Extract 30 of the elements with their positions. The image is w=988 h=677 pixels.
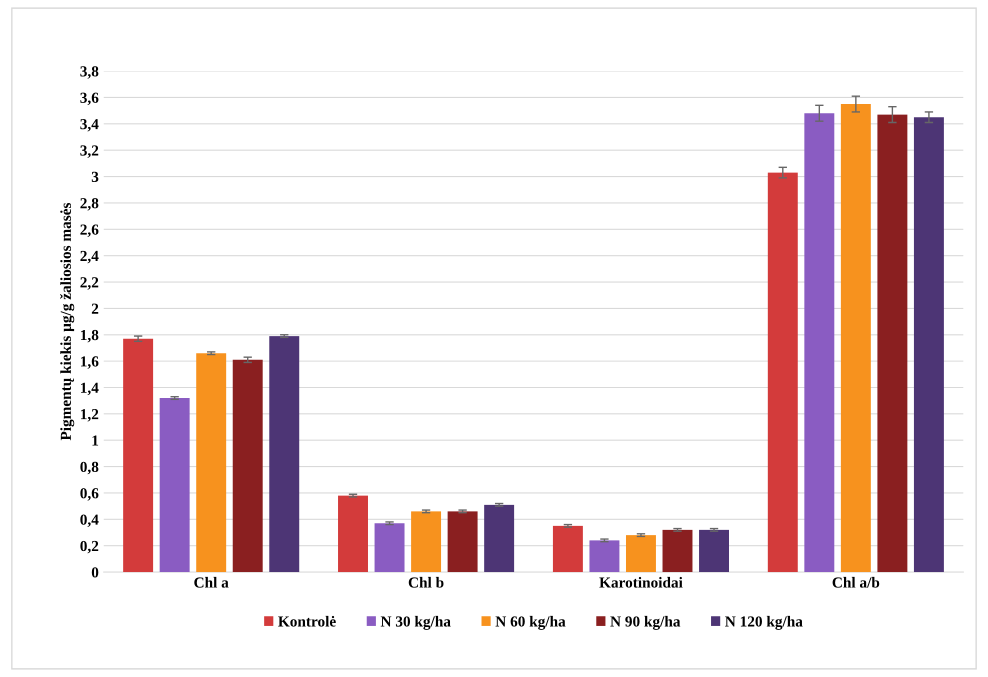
y-tick-label: 2,4	[80, 250, 99, 264]
x-tick-label: Chl a	[194, 576, 229, 588]
legend-label: Kontrolė	[278, 616, 336, 627]
y-tick-label: 1,4	[81, 382, 99, 396]
y-tick-label: 3,6	[80, 92, 98, 106]
legend-label: N 30 kg/ha	[380, 616, 451, 630]
y-tick-label: 0,4	[80, 514, 99, 527]
y-tick-label: 2,8	[80, 198, 98, 211]
legend-label: N 60 kg/ha	[496, 616, 566, 630]
y-tick-label: 1,8	[81, 330, 98, 342]
x-tick-label: Chl a/b	[832, 576, 880, 588]
y-tick-label: 2,2	[80, 277, 98, 290]
y-tick-label: 3,2	[80, 145, 98, 158]
x-tick-label: Karotinoidai	[599, 576, 683, 588]
y-axis-title: Pigmentų kiekis µg/g žaliosios masės	[60, 202, 74, 440]
y-tick-label: 1,6	[81, 356, 98, 369]
y-tick-label: 2,6	[80, 224, 98, 237]
y-tick-label: 2	[92, 304, 98, 314]
y-tick-label: 0,8	[80, 462, 98, 474]
y-tick-label: 0,2	[80, 540, 98, 554]
y-tick-label: 0	[92, 567, 98, 578]
x-tick-label: Chl b	[408, 576, 444, 588]
y-tick-label: 1,2	[81, 409, 98, 422]
y-tick-label: 0,6	[80, 488, 98, 501]
legend-label: N 120 kg/ha	[725, 616, 803, 630]
y-tick-label: 3,4	[80, 119, 99, 132]
legend-label: N 90 kg/ha	[610, 616, 680, 630]
y-tick-label: 1	[92, 435, 98, 446]
y-tick-label: 3,8	[80, 66, 98, 79]
y-tick-label: 3	[92, 172, 98, 182]
